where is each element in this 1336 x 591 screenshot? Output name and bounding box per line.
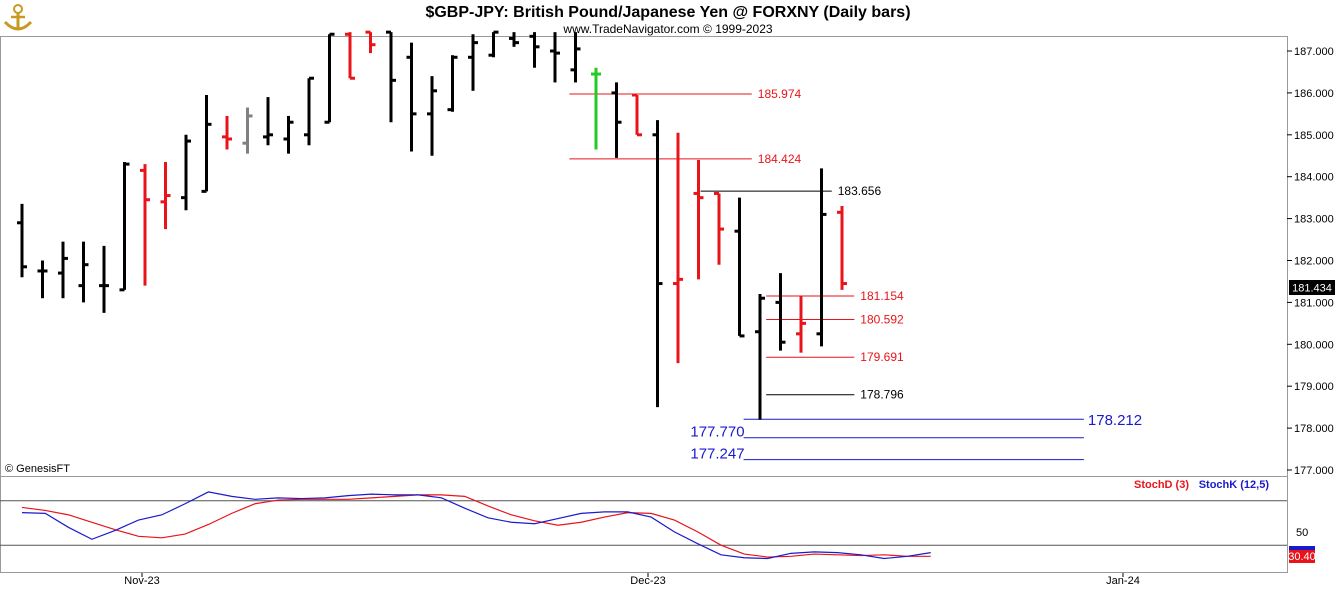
level-label: 180.592	[860, 312, 904, 326]
ohlc-bar	[591, 67, 601, 150]
ohlc-bar	[468, 34, 478, 91]
ohlc-bar	[673, 132, 683, 364]
stoch-k-legend: StochK (12,5)	[1199, 479, 1270, 491]
stochastic-indicator	[0, 491, 1287, 560]
ohlc-bar	[796, 296, 806, 353]
price-tick-label: 179.000	[1294, 381, 1334, 393]
ohlc-bar	[119, 162, 130, 292]
ohlc-bar	[140, 164, 150, 286]
ohlc-bar	[99, 245, 109, 313]
price-tick-label: 187.000	[1294, 46, 1334, 58]
ohlc-bar	[17, 203, 27, 278]
ohlc-bar	[755, 294, 765, 420]
genesis-copyright: © GenesisFT	[5, 463, 70, 475]
price-tick-label: 180.000	[1294, 339, 1334, 351]
ohlc-bar	[160, 162, 171, 230]
ohlc-bar	[734, 197, 745, 338]
ohlc-bar	[427, 76, 437, 156]
chart-subtitle: www.TradeNavigator.com © 1999-2023	[562, 22, 772, 36]
ohlc-bar	[201, 94, 212, 193]
level-label: 177.247	[690, 446, 744, 463]
level-label: 183.656	[838, 184, 882, 198]
last-price-label: 181.434	[1292, 283, 1332, 295]
indicator-tick-50: 50	[1296, 527, 1308, 539]
ohlc-bar	[509, 32, 519, 47]
ohlc-bar	[550, 32, 560, 83]
ohlc-bar	[529, 32, 540, 68]
ohlc-bars	[17, 30, 847, 420]
ohlc-bar	[263, 97, 273, 146]
last-price-box	[1289, 280, 1335, 295]
level-label: 178.212	[1088, 412, 1142, 429]
stoch-line	[21, 491, 931, 560]
ohlc-bar	[837, 206, 847, 290]
level-label: 178.796	[860, 388, 904, 402]
ohlc-bar	[283, 115, 294, 154]
price-tick-label: 177.000	[1294, 465, 1334, 477]
ohlc-bar	[324, 32, 335, 124]
stoch-d-legend: StochD (3)	[1134, 479, 1189, 491]
price-tick-label: 183.000	[1294, 214, 1334, 226]
ohlc-bar	[816, 168, 827, 347]
price-tick-label: 182.000	[1294, 256, 1334, 268]
level-label: 179.691	[860, 350, 904, 364]
price-tick-label: 184.000	[1294, 172, 1334, 184]
ohlc-bar	[345, 32, 355, 80]
ohlc-bar	[714, 191, 724, 265]
ohlc-bar	[181, 134, 191, 211]
ohlc-bar	[632, 93, 642, 137]
ohlc-bar	[488, 30, 499, 58]
ohlc-bar	[447, 55, 458, 112]
date-axis: Nov-23 Dec-23 Jan-24	[124, 573, 1140, 587]
ohlc-bar	[570, 32, 581, 83]
ohlc-bar	[406, 42, 417, 152]
price-tick-label: 178.000	[1294, 423, 1334, 435]
ohlc-bar	[78, 241, 89, 303]
ohlc-bar	[304, 76, 314, 146]
anchor-logo-icon	[3, 4, 33, 31]
ohlc-bar	[611, 82, 622, 158]
price-tick-label: 181.000	[1294, 297, 1334, 309]
ohlc-bar	[386, 30, 396, 123]
date-label: Nov-23	[124, 575, 159, 587]
ohlc-bar	[693, 159, 704, 280]
level-lines: 185.974 184.424 183.656 181.154 180.592 179.6…	[569, 87, 1142, 463]
chart-title: $GBP-JPY: British Pound/Japanese Yen @ F…	[425, 4, 910, 21]
date-label: Jan-24	[1106, 575, 1140, 587]
stoch-d-value-box	[1289, 550, 1315, 563]
ohlc-bar	[37, 260, 48, 299]
level-label: 185.974	[758, 87, 802, 101]
stoch-d-value: 30.40	[1288, 551, 1316, 563]
price-axis-ticks: 187.000 186.000 185.000 184.000 183.000 182.0…	[1287, 46, 1334, 477]
level-label: 184.424	[758, 152, 802, 166]
level-label: 177.770	[690, 424, 744, 441]
date-label: Dec-23	[630, 575, 665, 587]
level-label: 181.154	[860, 289, 904, 303]
price-tick-label: 185.000	[1294, 130, 1334, 142]
ohlc-bar	[775, 273, 786, 351]
ohlc-bar	[58, 241, 68, 299]
ohlc-bar	[365, 30, 376, 54]
ohlc-bar	[652, 120, 663, 408]
ohlc-bar	[242, 107, 253, 154]
stoch-line	[21, 494, 931, 558]
ohlc-bar	[222, 115, 232, 150]
price-tick-label: 186.000	[1294, 88, 1334, 100]
